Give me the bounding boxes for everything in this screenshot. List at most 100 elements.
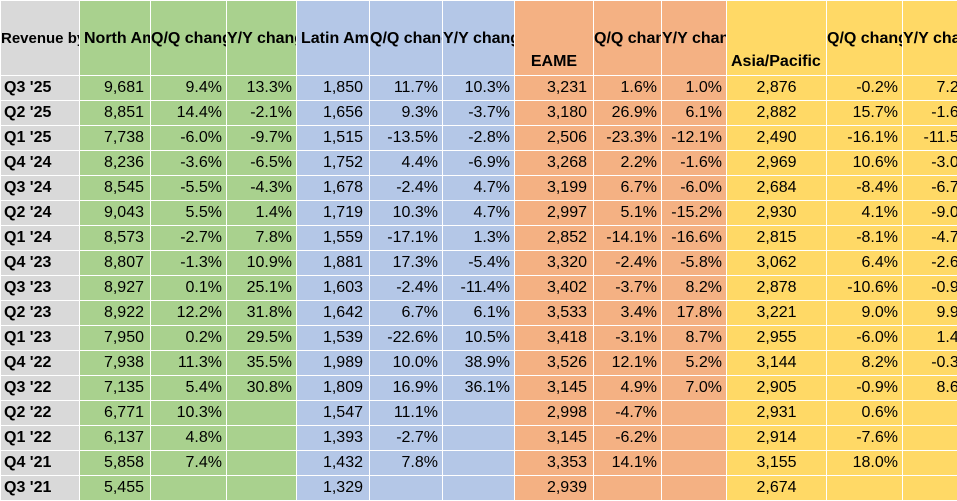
eame-yy: 8.7% [662, 326, 727, 351]
na-revenue: 9,681 [80, 76, 151, 101]
la-yy: -11.4% [443, 276, 515, 301]
ap-yy: -3.0% [903, 151, 957, 176]
na-revenue: 8,236 [80, 151, 151, 176]
quarter-label: Q1 '22 [1, 426, 80, 451]
ap-yy: -11.5% [903, 126, 957, 151]
header-eame: EAME [515, 1, 594, 76]
eame-qq: 1.6% [594, 76, 662, 101]
la-yy: -5.4% [443, 251, 515, 276]
la-qq: 7.8% [370, 451, 443, 476]
eame-yy: 1.0% [662, 76, 727, 101]
la-yy: -6.9% [443, 151, 515, 176]
header-eame-yy: Y/Y change [662, 1, 727, 76]
eame-revenue: 2,852 [515, 226, 594, 251]
quarter-label: Q1 '23 [1, 326, 80, 351]
eame-yy: -1.6% [662, 151, 727, 176]
ap-revenue: 2,878 [727, 276, 827, 301]
na-revenue: 7,738 [80, 126, 151, 151]
la-qq: 10.0% [370, 351, 443, 376]
quarter-label: Q1 '25 [1, 126, 80, 151]
eame-revenue: 3,231 [515, 76, 594, 101]
ap-yy: 8.6% [903, 376, 957, 401]
la-revenue: 1,539 [297, 326, 370, 351]
eame-yy: 6.1% [662, 101, 727, 126]
ap-qq: 8.2% [827, 351, 903, 376]
eame-qq: 2.2% [594, 151, 662, 176]
na-yy [227, 401, 297, 426]
eame-revenue: 3,402 [515, 276, 594, 301]
ap-revenue: 3,144 [727, 351, 827, 376]
la-qq: 17.3% [370, 251, 443, 276]
la-revenue: 1,547 [297, 401, 370, 426]
la-qq: 4.4% [370, 151, 443, 176]
ap-qq: 6.4% [827, 251, 903, 276]
eame-revenue: 3,145 [515, 376, 594, 401]
na-qq: 9.4% [151, 76, 227, 101]
eame-qq: -4.7% [594, 401, 662, 426]
ap-qq: -0.2% [827, 76, 903, 101]
eame-qq: -3.7% [594, 276, 662, 301]
eame-revenue: 3,145 [515, 426, 594, 451]
eame-revenue: 3,320 [515, 251, 594, 276]
la-yy: 10.5% [443, 326, 515, 351]
na-qq: 4.8% [151, 426, 227, 451]
eame-qq: 5.1% [594, 201, 662, 226]
la-revenue: 1,559 [297, 226, 370, 251]
eame-revenue: 3,418 [515, 326, 594, 351]
ap-revenue: 3,221 [727, 301, 827, 326]
na-qq: 10.3% [151, 401, 227, 426]
ap-qq: -8.4% [827, 176, 903, 201]
ap-qq: 9.0% [827, 301, 903, 326]
eame-revenue: 3,268 [515, 151, 594, 176]
ap-yy: 1.4% [903, 326, 957, 351]
quarter-label: Q3 '25 [1, 76, 80, 101]
eame-revenue: 2,506 [515, 126, 594, 151]
na-qq: 11.3% [151, 351, 227, 376]
la-yy: 6.1% [443, 301, 515, 326]
na-revenue: 8,573 [80, 226, 151, 251]
eame-qq: 14.1% [594, 451, 662, 476]
ap-revenue: 2,931 [727, 401, 827, 426]
header-la-qq: Q/Q change [370, 1, 443, 76]
na-qq: -1.3% [151, 251, 227, 276]
la-yy: 4.7% [443, 201, 515, 226]
ap-revenue: 3,062 [727, 251, 827, 276]
na-yy: 31.8% [227, 301, 297, 326]
la-revenue: 1,809 [297, 376, 370, 401]
header-la-yy: Y/Y change [443, 1, 515, 76]
na-revenue: 7,135 [80, 376, 151, 401]
ap-revenue: 2,882 [727, 101, 827, 126]
la-qq: 16.9% [370, 376, 443, 401]
ap-yy [903, 426, 957, 451]
na-yy: -4.3% [227, 176, 297, 201]
ap-qq: -10.6% [827, 276, 903, 301]
na-yy: -9.7% [227, 126, 297, 151]
ap-yy: -1.6% [903, 101, 957, 126]
ap-qq: -0.9% [827, 376, 903, 401]
eame-revenue: 2,997 [515, 201, 594, 226]
ap-yy: -4.7% [903, 226, 957, 251]
na-qq: -2.7% [151, 226, 227, 251]
la-revenue: 1,881 [297, 251, 370, 276]
na-revenue: 8,927 [80, 276, 151, 301]
eame-yy: -16.6% [662, 226, 727, 251]
eame-qq: -3.1% [594, 326, 662, 351]
la-yy: -3.7% [443, 101, 515, 126]
na-revenue: 8,807 [80, 251, 151, 276]
ap-yy: -9.0% [903, 201, 957, 226]
ap-revenue: 2,876 [727, 76, 827, 101]
header-asia-pacific: Asia/Pacific [727, 1, 827, 76]
la-revenue: 1,393 [297, 426, 370, 451]
quarter-label: Q3 '23 [1, 276, 80, 301]
na-yy: 29.5% [227, 326, 297, 351]
la-qq: 11.1% [370, 401, 443, 426]
ap-revenue: 2,905 [727, 376, 827, 401]
eame-revenue: 3,180 [515, 101, 594, 126]
ap-qq: -16.1% [827, 126, 903, 151]
